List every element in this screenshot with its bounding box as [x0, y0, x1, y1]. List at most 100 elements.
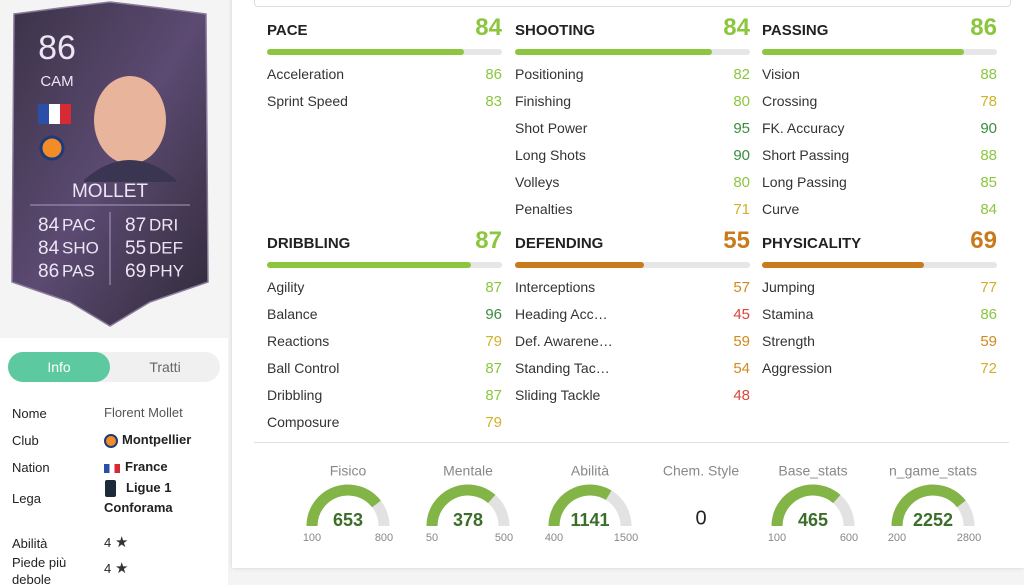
card-stat-label: PAS: [62, 261, 95, 280]
bar: [267, 262, 472, 268]
card-stat-label: DRI: [149, 215, 178, 234]
stats-panel: PACE 84 Acceleration 86 Sprint Speed 83 SHOOTI…: [232, 0, 1024, 568]
card-stat-label: SHO: [62, 238, 99, 257]
gauges: Fisico 653 100 800 Mentale 378 50 500 Abilità 114…: [303, 463, 981, 544]
gauge-label: Mentale: [443, 463, 493, 479]
attribute-name: Long Shots: [515, 147, 586, 163]
card-stat-label: DEF: [149, 238, 183, 257]
card-stat-value: 87: [125, 215, 146, 236]
gauge-min: 100: [768, 532, 786, 544]
group-title: PASSING: [762, 22, 829, 39]
player-face: [94, 76, 166, 164]
group-title: SHOOTING: [515, 22, 596, 39]
group-value: 87: [475, 227, 502, 254]
attribute-value: 80: [733, 174, 750, 191]
card-stat-value: 55: [125, 238, 146, 259]
attribute-name: Interceptions: [515, 279, 596, 295]
attribute-name: Acceleration: [267, 66, 345, 82]
attribute-name: Short Passing: [762, 147, 850, 163]
attribute-name: Agility: [267, 279, 305, 295]
card-rating: 86: [38, 29, 76, 67]
bar: [762, 49, 965, 55]
info-value: 4: [104, 535, 112, 550]
club-icon: [104, 434, 118, 448]
info-value: Montpellier: [122, 432, 192, 447]
attribute-name: Dribbling: [267, 387, 323, 403]
info-panel: Info Tratti Nome Florent Mollet Club Montpell…: [0, 338, 228, 585]
bar: [267, 49, 465, 55]
attribute-name: Heading Acc…: [515, 306, 608, 322]
gauge-value: 653: [333, 510, 363, 530]
star-icon: ★: [115, 560, 129, 577]
gauge-min: 50: [426, 532, 438, 544]
gauge-fill: [548, 484, 612, 527]
attribute-value: 90: [980, 120, 997, 137]
attribute-value: 90: [733, 147, 750, 164]
attribute-name: Positioning: [515, 66, 584, 82]
gauge-min: 200: [888, 532, 906, 544]
attribute-value: 87: [485, 387, 502, 404]
attribute-name: Ball Control: [267, 360, 340, 376]
attribute-name: Shot Power: [515, 120, 588, 136]
flag: [60, 104, 71, 124]
card-name: MOLLET: [72, 181, 148, 202]
group-title: DEFENDING: [515, 235, 604, 252]
card-stat-value: 84: [38, 215, 60, 236]
attribute-value: 57: [733, 279, 750, 296]
attribute-name: Balance: [267, 306, 318, 322]
attribute-value: 82: [733, 66, 750, 83]
group-value: 84: [723, 14, 750, 41]
attribute-name: Stamina: [762, 306, 814, 322]
info-value: France: [125, 459, 168, 474]
gauge-value: 0: [695, 507, 706, 529]
attribute-value: 79: [485, 333, 502, 350]
group-title: PHYSICALITY: [762, 235, 862, 252]
attribute-name: FK. Accuracy: [762, 120, 845, 136]
info-label: Abilità: [12, 536, 48, 551]
attribute-name: Long Passing: [762, 174, 847, 190]
gauge-fill: [891, 484, 966, 527]
bar: [762, 262, 925, 268]
attribute-value: 48: [733, 387, 750, 404]
info-value: Ligue 1 Conforama: [104, 480, 173, 515]
search-box[interactable]: [254, 0, 1011, 7]
attribute-value: 72: [980, 360, 997, 377]
league-icon: [105, 480, 116, 497]
bar: [515, 262, 645, 268]
attribute-name: Crossing: [762, 93, 818, 109]
gauge-fill: [771, 484, 841, 527]
group-title: DRIBBLING: [267, 235, 351, 252]
gauge-fill: [426, 484, 496, 527]
player-shirt: [84, 160, 176, 182]
attribute-value: 88: [980, 66, 997, 83]
gauge-value: 378: [453, 510, 483, 530]
attribute-name: Def. Awarene…: [515, 333, 613, 349]
gauge-fill: [306, 484, 381, 527]
card-stat-value: 86: [38, 261, 59, 282]
group-value: 84: [475, 14, 502, 41]
card-stat-label: PHY: [149, 261, 184, 280]
flag: [49, 104, 60, 124]
gauge-label: Base_stats: [778, 463, 847, 479]
tab[interactable]: Info: [8, 352, 110, 382]
attribute-value: 84: [980, 201, 997, 218]
gauge-value: 465: [798, 510, 828, 530]
attribute-name: Curve: [762, 201, 800, 217]
gauge-max: 1500: [614, 532, 638, 544]
attribute-name: Volleys: [515, 174, 560, 190]
info-value: 4: [104, 561, 112, 576]
info-value: Florent Mollet: [104, 405, 183, 420]
gauge-value: 1141: [570, 510, 609, 530]
attribute-value: 78: [980, 93, 997, 110]
info-label: Piede più debole: [12, 555, 67, 585]
attribute-name: Reactions: [267, 333, 330, 349]
tab[interactable]: Tratti: [149, 359, 181, 375]
gauge-min: 100: [303, 532, 321, 544]
attribute-value: 71: [733, 201, 750, 218]
attribute-name: Sprint Speed: [267, 93, 348, 109]
attribute-value: 59: [980, 333, 997, 350]
attribute-value: 83: [485, 93, 502, 110]
attribute-value: 96: [485, 306, 502, 323]
group-value: 55: [723, 227, 750, 254]
attribute-name: Vision: [762, 66, 800, 82]
